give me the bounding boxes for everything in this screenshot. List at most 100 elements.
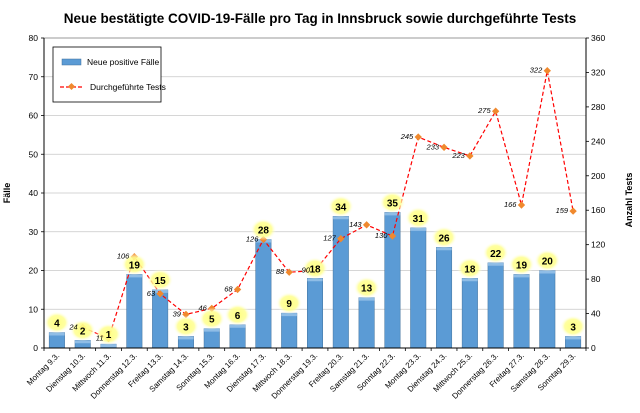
y-tick-label: 50: [29, 149, 39, 159]
tests-point: [233, 285, 242, 294]
bar-top-highlight: [462, 278, 478, 282]
bar-top-highlight: [178, 336, 194, 340]
y2-tick-label: 240: [591, 136, 605, 146]
y-tick-label: 70: [29, 72, 39, 82]
legend-bar-label: Neue positive Fälle: [87, 57, 160, 67]
bar-label-glow: [95, 323, 122, 346]
bar-top-highlight: [229, 324, 246, 328]
bar-value-label: 5: [209, 315, 215, 326]
tests-value-label: 159: [556, 206, 569, 215]
tests-value-label: 275: [477, 106, 491, 115]
tests-value-label: 106: [117, 252, 130, 261]
bar-value-label: 35: [387, 198, 399, 209]
bar: [410, 227, 427, 349]
bar-value-label: 1: [106, 330, 112, 341]
bar: [281, 312, 298, 349]
bar: [126, 274, 143, 349]
y-tick-label: 80: [29, 33, 39, 43]
bar-label-glow: [198, 307, 225, 330]
tests-value-label: 130: [375, 231, 388, 240]
y-tick-label: 60: [29, 111, 39, 121]
tests-point: [285, 268, 293, 276]
bar-label-glow: [456, 257, 483, 280]
bar-value-label: 15: [155, 276, 167, 287]
bar: [487, 262, 504, 349]
bar: [461, 278, 478, 349]
y2-tick-label: 200: [591, 171, 605, 181]
bar-top-highlight: [358, 297, 375, 301]
y-tick-label: 20: [29, 266, 39, 276]
y2-axis-title: Anzahl Tests: [624, 173, 634, 228]
bar-top-highlight: [307, 278, 323, 282]
tests-value-label: 245: [400, 132, 414, 141]
bar-label-glow: [302, 257, 328, 280]
bar-label-glow: [405, 206, 432, 229]
bar-label-glow: [431, 226, 458, 249]
bar-value-label: 31: [413, 214, 425, 225]
bar-label-glow: [224, 303, 251, 326]
bar: [255, 239, 272, 349]
bar-value-label: 2: [80, 326, 86, 337]
y2-tick-label: 280: [591, 102, 605, 112]
bar-value-label: 19: [129, 260, 141, 271]
y2-tick-label: 360: [591, 33, 605, 43]
bar-value-label: 18: [464, 264, 476, 275]
bar-top-highlight: [565, 336, 581, 340]
tests-value-label: 166: [504, 200, 517, 209]
y2-tick-label: 0: [591, 343, 596, 353]
tests-value-label: 143: [349, 220, 362, 229]
bar-top-highlight: [384, 212, 401, 216]
legend: Neue positive Fälle Durchgeführte Tests: [52, 46, 166, 103]
bar: [539, 270, 556, 349]
tests-value-label: 126: [246, 235, 259, 244]
bar-value-label: 3: [570, 322, 576, 333]
bar-top-highlight: [204, 328, 220, 332]
tests-value-label: 39: [173, 309, 182, 318]
y-tick-label: 40: [29, 188, 39, 198]
bar-top-highlight: [513, 274, 530, 278]
chart-title: Neue bestätigte COVID-19-Fälle pro Tag i…: [64, 11, 577, 26]
bar-top-highlight: [539, 270, 556, 274]
bar-label-glow: [353, 276, 380, 299]
y2-tick-label: 320: [591, 67, 605, 77]
tests-point: [466, 152, 474, 160]
bar-value-label: 28: [258, 226, 270, 237]
y-tick-label: 10: [29, 304, 39, 314]
y2-tick-label: 160: [591, 205, 605, 215]
y2-tick-label: 120: [591, 240, 605, 250]
tests-value-label: 46: [198, 303, 207, 312]
bar-value-label: 20: [542, 257, 554, 268]
bar: [229, 324, 246, 349]
bar-label-glow: [43, 311, 70, 334]
bar-top-highlight: [436, 247, 452, 251]
bar-top-highlight: [126, 274, 143, 278]
bar-value-label: 4: [54, 319, 60, 330]
bar-label-glow: [250, 218, 277, 241]
bar-top-highlight: [74, 340, 91, 344]
tests-point: [362, 221, 371, 229]
bar-label-glow: [379, 191, 406, 214]
y2-tick-label: 80: [591, 274, 601, 284]
tests-value-label: 127: [323, 234, 336, 243]
y-tick-label: 0: [33, 343, 38, 353]
bar-top-highlight: [49, 332, 65, 336]
x-tick-label: Donnerstag 12.3.: [89, 351, 139, 401]
bar-value-label: 19: [516, 260, 528, 271]
bar-label-glow: [121, 253, 148, 276]
bar: [307, 278, 323, 349]
tests-value-label: 223: [451, 151, 465, 160]
bar-top-highlight: [333, 216, 349, 220]
tests-line: [82, 70, 574, 340]
bar-value-label: 34: [335, 202, 347, 213]
y-tick-label: 30: [29, 227, 39, 237]
tests-point: [517, 201, 526, 209]
legend-line-marker: [67, 82, 76, 91]
bar: [436, 247, 453, 349]
bar-label-glow: [172, 315, 199, 338]
x-tick-label: Donnerstag 26.3.: [450, 351, 500, 401]
bar-top-highlight: [100, 344, 117, 348]
tests-value-label: 24: [68, 322, 77, 331]
bar-value-label: 13: [361, 284, 373, 295]
